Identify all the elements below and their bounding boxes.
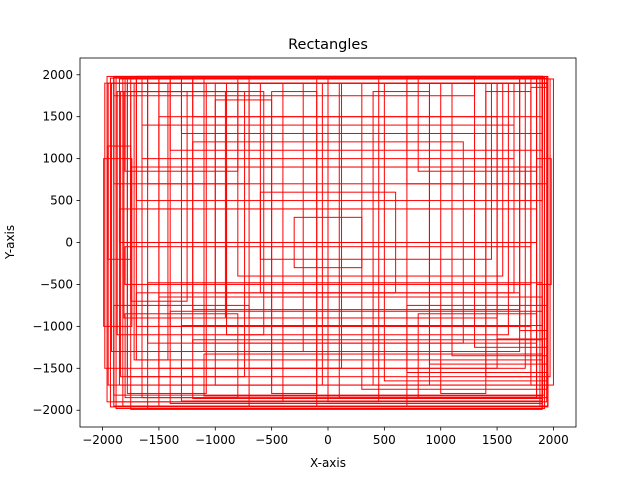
rectangle-48 bbox=[147, 75, 543, 185]
rectangle-6 bbox=[126, 78, 551, 378]
rectangle-53 bbox=[113, 304, 250, 407]
y-axis: −2000 −1500 −1000 −500 0 500 1000 1500 2000 bbox=[32, 68, 80, 417]
y-tick-label-5: 500 bbox=[50, 194, 73, 208]
rectangle-49 bbox=[158, 75, 543, 168]
y-tick-label-6: 1000 bbox=[42, 152, 73, 166]
rectangle-40 bbox=[519, 82, 549, 332]
y-tick-label-2: −1000 bbox=[32, 319, 73, 333]
rectangle-81 bbox=[103, 158, 133, 327]
y-axis-label: Y-axis bbox=[3, 225, 17, 260]
x-tick-label-8: 2000 bbox=[538, 433, 569, 447]
rectangle-78 bbox=[107, 145, 132, 260]
rectangle-76 bbox=[141, 124, 515, 160]
rectangle-77 bbox=[113, 75, 476, 97]
rectangle-26 bbox=[120, 91, 246, 378]
y-tick-label-1: −1500 bbox=[32, 361, 73, 375]
rectangle-28 bbox=[126, 82, 207, 394]
y-tick-label-0: −2000 bbox=[32, 403, 73, 417]
rectangle-54 bbox=[124, 313, 239, 399]
rectangle-37 bbox=[451, 82, 549, 357]
rectangle-30 bbox=[133, 82, 169, 361]
y-tick-label-8: 2000 bbox=[42, 68, 73, 82]
rectangle-14 bbox=[192, 78, 521, 311]
rectangle-59 bbox=[406, 75, 549, 185]
x-axis: −2000 −1500 −1000 −500 0 500 1000 1500 2000 bbox=[82, 427, 569, 447]
rectangle-56 bbox=[417, 313, 538, 399]
x-tick-label-1: −1500 bbox=[139, 433, 180, 447]
rectangle-34 bbox=[383, 82, 549, 382]
rectangle-50 bbox=[169, 75, 543, 151]
rectangle-35 bbox=[406, 82, 549, 373]
rectangle-80 bbox=[530, 86, 549, 386]
rectangle-72 bbox=[135, 292, 521, 327]
y-tick-label-4: 0 bbox=[65, 236, 73, 250]
chart-title: Rectangles bbox=[288, 37, 368, 53]
x-tick-label-7: 1500 bbox=[482, 433, 513, 447]
y-tick-label-3: −500 bbox=[40, 277, 73, 291]
rectangle-68 bbox=[327, 78, 380, 403]
plot-area bbox=[79, 57, 577, 428]
y-tick-label-7: 1500 bbox=[42, 110, 73, 124]
rectangle-32 bbox=[338, 82, 549, 399]
x-tick-label-0: −2000 bbox=[82, 433, 123, 447]
x-tick-label-5: 500 bbox=[373, 433, 396, 447]
rectangle-69 bbox=[372, 91, 430, 386]
x-axis-label: X-axis bbox=[310, 456, 346, 470]
x-tick-label-3: −500 bbox=[255, 433, 288, 447]
rectangle-79 bbox=[536, 158, 552, 285]
rectangle-group bbox=[103, 75, 554, 410]
rectangle-13 bbox=[180, 78, 526, 369]
rectangle-25 bbox=[116, 91, 265, 336]
rectangle-52 bbox=[192, 75, 543, 118]
x-tick-label-6: 1000 bbox=[425, 433, 456, 447]
x-tick-label-4: 0 bbox=[324, 433, 332, 447]
rectangle-12 bbox=[169, 78, 532, 327]
x-tick-label-2: −1000 bbox=[195, 433, 236, 447]
